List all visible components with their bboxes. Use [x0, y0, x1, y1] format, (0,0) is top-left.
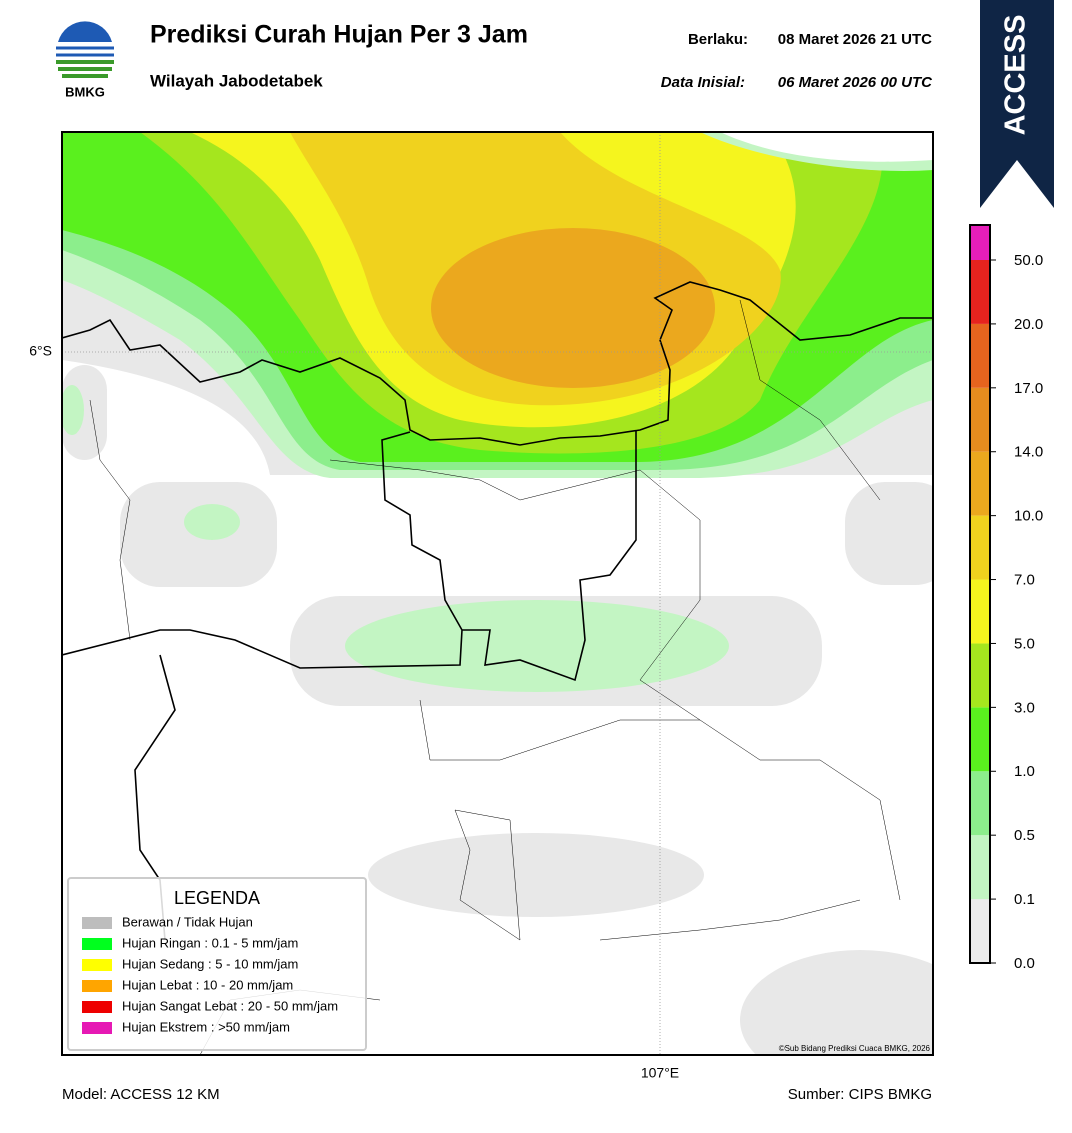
colorbar-segment	[970, 225, 990, 260]
logo-text: BMKG	[65, 84, 105, 99]
init-value: 06 Maret 2026 00 UTC	[778, 74, 933, 91]
colorbar-segment	[970, 387, 990, 452]
badge-text: ACCESS	[1000, 15, 1032, 136]
legend: LEGENDA Berawan / Tidak Hujan Hujan Ringa…	[67, 877, 367, 1051]
colorbar-label: 0.0	[1014, 955, 1035, 972]
title: Prediksi Curah Hujan Per 3 Jam	[150, 21, 528, 49]
colorbar-label: 50.0	[1014, 252, 1043, 269]
legend-swatch	[82, 917, 112, 929]
legend-label: Hujan Sangat Lebat : 20 - 50 mm/jam	[122, 998, 338, 1013]
colorbar-label: 0.1	[1014, 891, 1035, 908]
footer-model: Model: ACCESS 12 KM	[62, 1086, 220, 1103]
legend-label: Berawan / Tidak Hujan	[122, 914, 253, 929]
colorbar-segment	[970, 323, 990, 388]
colorbar-label: 7.0	[1014, 572, 1035, 589]
credit: ©Sub Bidang Prediksi Cuaca BMKG, 2026	[779, 1044, 931, 1053]
legend-label: Hujan Ekstrem : >50 mm/jam	[122, 1019, 290, 1034]
logo: BMKG	[56, 21, 114, 99]
init-label: Data Inisial:	[661, 74, 745, 91]
colorbar-label: 1.0	[1014, 763, 1035, 780]
colorbar-segment	[970, 515, 990, 580]
legend-label: Hujan Ringan : 0.1 - 5 mm/jam	[122, 935, 298, 950]
colorbar: 0.0 0.1 0.5 1.0 3.0 5.0 7.0 10.0 14.0 17.0 20.0 50.…	[969, 224, 1043, 972]
colorbar-segment	[970, 643, 990, 708]
valid-label: Berlaku:	[688, 31, 748, 48]
colorbar-segment	[970, 771, 990, 836]
colorbar-label: 14.0	[1014, 444, 1043, 461]
colorbar-label: 5.0	[1014, 635, 1035, 652]
lat-label: 6°S	[29, 343, 52, 359]
legend-title: LEGENDA	[174, 888, 260, 908]
map-field	[62, 132, 933, 1055]
legend-swatch	[82, 938, 112, 950]
colorbar-segment	[970, 260, 990, 324]
colorbar-segment	[970, 899, 990, 963]
valid-value: 08 Maret 2026 21 UTC	[778, 31, 932, 48]
legend-swatch	[82, 980, 112, 992]
colorbar-segment	[970, 579, 990, 644]
colorbar-label: 3.0	[1014, 699, 1035, 716]
colorbar-frame	[969, 224, 991, 964]
map-frame	[61, 131, 934, 1056]
colorbar-segment	[970, 707, 990, 772]
colorbar-label: 0.5	[1014, 827, 1035, 844]
legend-swatch	[82, 1001, 112, 1013]
colorbar-segment	[970, 451, 990, 516]
colorbar-segment	[970, 835, 990, 900]
lon-label: 107°E	[641, 1065, 679, 1081]
colorbar-label: 10.0	[1014, 508, 1043, 525]
legend-label: Hujan Lebat : 10 - 20 mm/jam	[122, 977, 293, 992]
subtitle: Wilayah Jabodetabek	[150, 71, 323, 90]
footer-source: Sumber: CIPS BMKG	[788, 1086, 932, 1103]
legend-swatch	[82, 1022, 112, 1034]
colorbar-label: 20.0	[1014, 316, 1043, 333]
badge	[980, 0, 1054, 208]
legend-label: Hujan Sedang : 5 - 10 mm/jam	[122, 956, 298, 971]
legend-swatch	[82, 959, 112, 971]
colorbar-label: 17.0	[1014, 380, 1043, 397]
